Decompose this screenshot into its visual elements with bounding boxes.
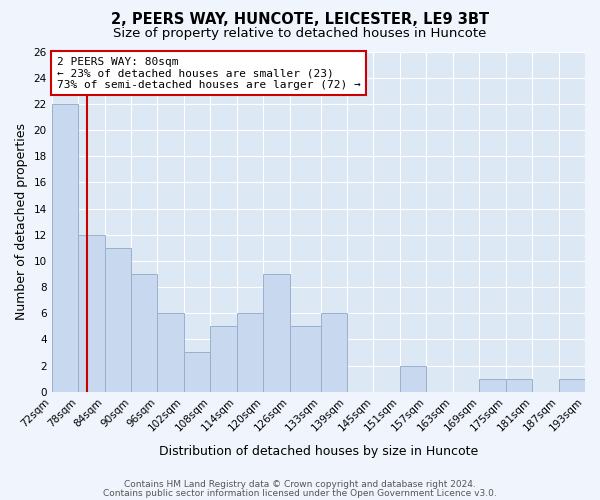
Bar <box>263 274 290 392</box>
Text: Size of property relative to detached houses in Huncote: Size of property relative to detached ho… <box>113 28 487 40</box>
Bar <box>52 104 78 392</box>
Bar <box>157 313 184 392</box>
Bar <box>506 378 532 392</box>
Bar <box>211 326 237 392</box>
Bar <box>131 274 157 392</box>
Bar <box>320 313 347 392</box>
Bar <box>290 326 320 392</box>
Text: Contains public sector information licensed under the Open Government Licence v3: Contains public sector information licen… <box>103 488 497 498</box>
Bar <box>78 234 104 392</box>
Y-axis label: Number of detached properties: Number of detached properties <box>15 123 28 320</box>
Bar <box>559 378 585 392</box>
Bar <box>184 352 211 392</box>
Text: 2, PEERS WAY, HUNCOTE, LEICESTER, LE9 3BT: 2, PEERS WAY, HUNCOTE, LEICESTER, LE9 3B… <box>111 12 489 28</box>
Bar <box>104 248 131 392</box>
Bar <box>237 313 263 392</box>
Bar <box>400 366 427 392</box>
Text: Contains HM Land Registry data © Crown copyright and database right 2024.: Contains HM Land Registry data © Crown c… <box>124 480 476 489</box>
Bar <box>479 378 506 392</box>
X-axis label: Distribution of detached houses by size in Huncote: Distribution of detached houses by size … <box>159 444 478 458</box>
Text: 2 PEERS WAY: 80sqm
← 23% of detached houses are smaller (23)
73% of semi-detache: 2 PEERS WAY: 80sqm ← 23% of detached hou… <box>57 56 361 90</box>
